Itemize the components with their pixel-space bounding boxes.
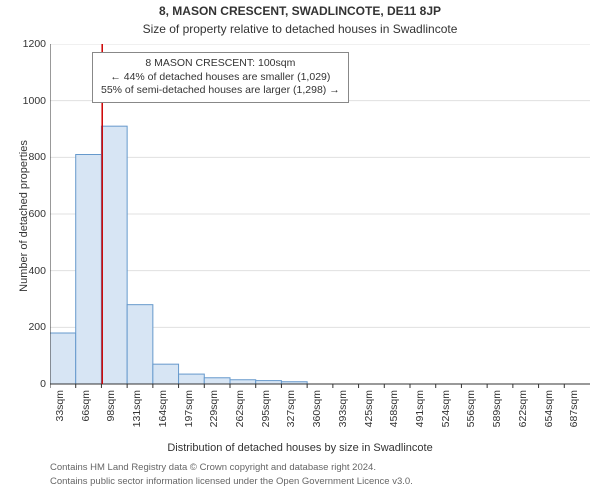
x-tick-label: 197sqm <box>183 390 195 450</box>
x-tick-label: 393sqm <box>337 390 349 450</box>
x-tick-label: 131sqm <box>131 390 143 450</box>
annotation-line-title: 8 MASON CRESCENT: 100sqm <box>101 57 340 71</box>
x-tick-label: 458sqm <box>388 390 400 450</box>
x-tick-label: 425sqm <box>363 390 375 450</box>
chart-container: 8, MASON CRESCENT, SWADLINCOTE, DE11 8JP… <box>0 0 600 500</box>
x-tick-label: 262sqm <box>234 390 246 450</box>
chart-title-sub: Size of property relative to detached ho… <box>0 22 600 36</box>
x-tick-label: 654sqm <box>543 390 555 450</box>
x-tick-label: 295sqm <box>260 390 272 450</box>
x-tick-label: 491sqm <box>414 390 426 450</box>
x-tick-label: 164sqm <box>157 390 169 450</box>
x-tick-label: 360sqm <box>311 390 323 450</box>
y-tick-label: 800 <box>6 151 46 163</box>
annotation-line-smaller: ← 44% of detached houses are smaller (1,… <box>101 71 340 85</box>
footer-line-2: Contains public sector information licen… <box>50 476 590 487</box>
x-tick-label: 229sqm <box>208 390 220 450</box>
y-tick-label: 400 <box>6 265 46 277</box>
y-tick-label: 0 <box>6 378 46 390</box>
x-tick-label: 327sqm <box>285 390 297 450</box>
x-tick-label: 66sqm <box>80 390 92 450</box>
annotation-box: 8 MASON CRESCENT: 100sqm ← 44% of detach… <box>92 52 349 103</box>
x-tick-label: 98sqm <box>105 390 117 450</box>
annotation-line-larger: 55% of semi-detached houses are larger (… <box>101 84 340 98</box>
footer-line-1: Contains HM Land Registry data © Crown c… <box>50 462 590 473</box>
x-tick-label: 589sqm <box>491 390 503 450</box>
x-tick-label: 687sqm <box>568 390 580 450</box>
x-tick-label: 622sqm <box>517 390 529 450</box>
chart-title-main: 8, MASON CRESCENT, SWADLINCOTE, DE11 8JP <box>0 4 600 18</box>
y-tick-label: 600 <box>6 208 46 220</box>
y-tick-label: 1200 <box>6 38 46 50</box>
x-tick-label: 524sqm <box>440 390 452 450</box>
x-tick-label: 33sqm <box>54 390 66 450</box>
y-tick-label: 200 <box>6 321 46 333</box>
y-tick-label: 1000 <box>6 95 46 107</box>
x-tick-label: 556sqm <box>465 390 477 450</box>
